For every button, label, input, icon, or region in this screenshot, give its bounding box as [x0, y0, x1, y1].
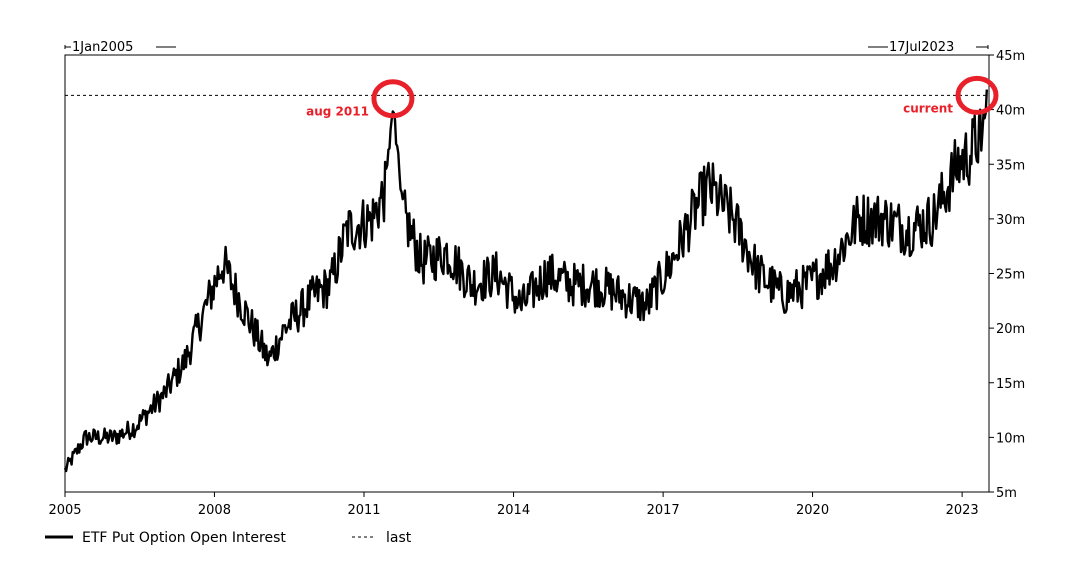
x-tick-label: 2008	[198, 503, 231, 518]
annotation-circle	[371, 79, 415, 119]
y-tick-label: 20m	[996, 322, 1025, 337]
x-tick-label: 2020	[796, 503, 829, 518]
legend-label-last: last	[386, 530, 412, 546]
y-tick-label: 30m	[996, 213, 1025, 228]
x-tick-label: 2014	[497, 503, 530, 518]
annotation-label: aug 2011	[306, 105, 369, 119]
plot-frame	[64, 54, 990, 493]
y-tick-label: 10m	[996, 431, 1025, 446]
y-tick-label: 25m	[996, 268, 1025, 283]
legend-label-etf-put-oi: ETF Put Option Open Interest	[82, 530, 286, 546]
series-line-etf-put-oi	[63, 89, 988, 473]
y-tick-label: 45m	[996, 49, 1025, 64]
y-axis: 5m 10m 15m 20m 25m 30m 35m 40m 45m	[989, 49, 1025, 501]
annotation-layer: aug 2011 current	[306, 75, 999, 119]
y-tick-label: 35m	[996, 158, 1025, 173]
annotation-label: current	[903, 101, 953, 115]
y-tick-label: 5m	[996, 486, 1017, 501]
annotation-circle	[955, 75, 999, 115]
x-tick-label: 2023	[946, 503, 979, 518]
y-tick-label: 40m	[996, 104, 1025, 119]
y-tick-label: 15m	[996, 377, 1025, 392]
x-axis: 2005 2008 2011 2014 2017 2020 2023	[48, 492, 979, 518]
legend: ETF Put Option Open Interest last	[45, 530, 412, 546]
x-tick-label: 2005	[48, 503, 81, 518]
series-layer	[63, 89, 989, 473]
range-start-label: 1Jan2005	[72, 40, 133, 55]
x-tick-label: 2011	[347, 503, 380, 518]
date-range-bar: 1Jan2005 17Jul2023	[64, 40, 989, 55]
range-end-label: 17Jul2023	[889, 40, 954, 55]
x-tick-label: 2017	[647, 503, 680, 518]
